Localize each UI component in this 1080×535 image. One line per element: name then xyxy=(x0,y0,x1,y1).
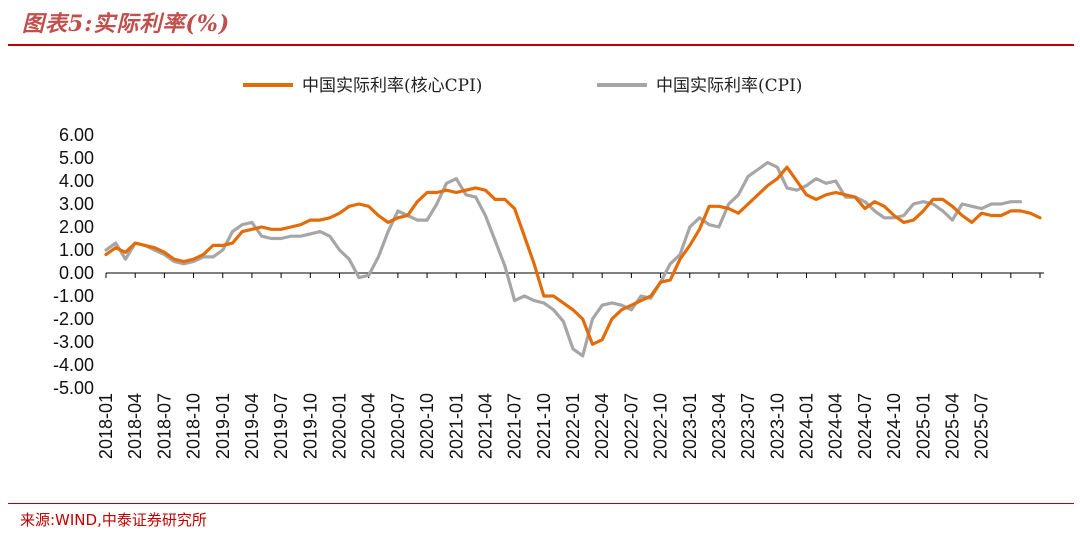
y-tick-label: 0.00 xyxy=(59,263,94,283)
y-tick-label: 5.00 xyxy=(59,148,94,168)
chart-title: 图表5:实际利率(%) xyxy=(22,11,231,37)
y-tick-label: -1.00 xyxy=(53,286,94,306)
x-tick-label: 2025-01 xyxy=(913,393,933,459)
legend-label-1: 中国实际利率(CPI) xyxy=(656,76,802,96)
y-tick-label: 6.00 xyxy=(59,125,94,145)
x-tick-label: 2023-01 xyxy=(680,393,700,459)
x-axis: 2018-01 2018-04 2018-07 2018-10 2019-01 2019-… xyxy=(96,272,1044,459)
y-tick-label: 1.00 xyxy=(59,240,94,260)
y-tick-label: -2.00 xyxy=(53,309,94,329)
y-tick-label: 4.00 xyxy=(59,171,94,191)
y-tick-label: -5.00 xyxy=(53,378,94,398)
plot-lines xyxy=(104,160,1042,358)
series-line-0 xyxy=(104,165,1042,346)
y-tick-label: -3.00 xyxy=(53,332,94,352)
x-tick-label: 2024-01 xyxy=(797,393,817,459)
header: 图表5:实际利率(%) xyxy=(0,0,1080,46)
x-tick-label: 2019-01 xyxy=(213,393,233,459)
x-tick-label: 2023-04 xyxy=(709,393,729,459)
x-tick-label: 2019-10 xyxy=(300,393,320,459)
series-line-1 xyxy=(104,160,1023,358)
x-tick-label: 2020-10 xyxy=(417,393,437,459)
x-tick-label: 2025-04 xyxy=(942,393,962,459)
x-tick-label: 2019-04 xyxy=(242,393,262,459)
y-tick-label: 2.00 xyxy=(59,217,94,237)
legend-label-0: 中国实际利率(核心CPI) xyxy=(302,76,482,96)
y-tick-label: 3.00 xyxy=(59,194,94,214)
x-tick-label: 2024-10 xyxy=(884,393,904,459)
x-tick-label: 2019-07 xyxy=(271,393,291,459)
x-tick-label: 2021-07 xyxy=(505,393,525,459)
x-tick-label: 2022-07 xyxy=(621,393,641,459)
y-tick-label: -4.00 xyxy=(53,355,94,375)
y-axis: 6.00 5.00 4.00 3.00 2.00 1.00 0.00 -1.00 -2.00 -3… xyxy=(53,125,94,398)
header-rule xyxy=(8,44,1074,46)
x-tick-label: 2021-10 xyxy=(534,393,554,459)
x-tick-label: 2018-10 xyxy=(184,393,204,459)
chart-area: 中国实际利率(核心CPI) 中国实际利率(CPI) 6.00 5.00 4.00 3.0… xyxy=(0,46,1080,501)
x-tick-label: 2020-04 xyxy=(359,393,379,459)
line-chart: 中国实际利率(核心CPI) 中国实际利率(CPI) 6.00 5.00 4.00 3.0… xyxy=(53,76,1044,459)
x-tick-label: 2024-04 xyxy=(826,393,846,459)
x-tick-label: 2018-04 xyxy=(125,393,145,459)
x-tick-label: 2023-10 xyxy=(767,393,787,459)
x-tick-label: 2020-01 xyxy=(330,393,350,459)
x-tick-label: 2022-04 xyxy=(592,393,612,459)
x-tick-label: 2022-01 xyxy=(563,393,583,459)
x-tick-label: 2022-10 xyxy=(651,393,671,459)
x-tick-label: 2018-01 xyxy=(96,393,116,459)
x-tick-label: 2023-07 xyxy=(738,393,758,459)
x-tick-label: 2024-07 xyxy=(855,393,875,459)
source-note: 来源:WIND,中泰证券研究所 xyxy=(20,511,207,529)
legend: 中国实际利率(核心CPI) 中国实际利率(CPI) xyxy=(243,76,802,96)
x-tick-label: 2018-07 xyxy=(154,393,174,459)
x-tick-label: 2021-04 xyxy=(475,393,495,459)
footer-rule xyxy=(8,503,1074,504)
x-tick-label: 2021-01 xyxy=(446,393,466,459)
x-tick-label: 2025-07 xyxy=(972,393,992,459)
x-tick-label: 2020-07 xyxy=(388,393,408,459)
